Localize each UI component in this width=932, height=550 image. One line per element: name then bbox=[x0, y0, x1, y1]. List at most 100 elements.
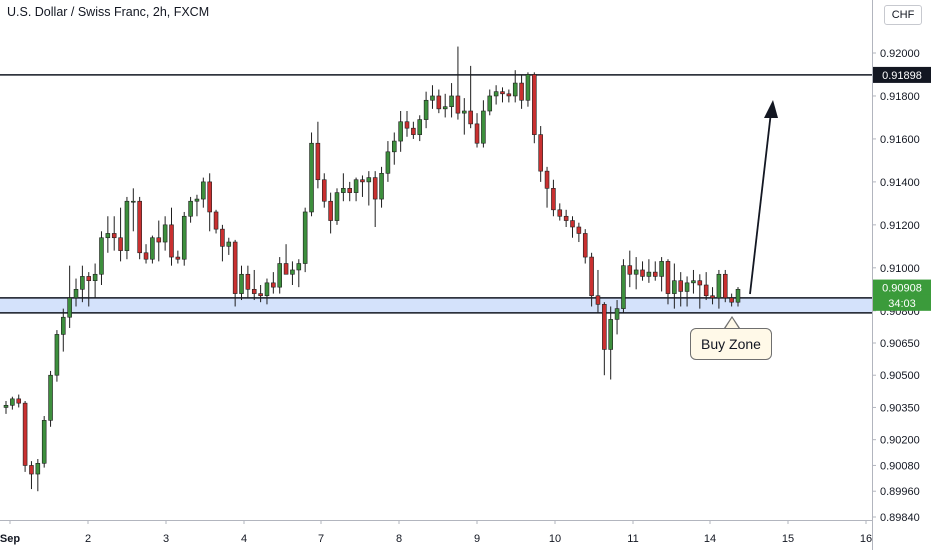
candle-body bbox=[181, 215, 187, 260]
x-tick-label: Sep bbox=[0, 533, 20, 545]
candle-body bbox=[29, 465, 34, 475]
bearish-candle bbox=[627, 250, 633, 288]
buy-zone-pointer bbox=[724, 316, 740, 329]
candle-body bbox=[226, 241, 232, 247]
candle-body bbox=[194, 198, 200, 202]
bullish-candle bbox=[684, 276, 690, 307]
candle-body bbox=[589, 256, 594, 297]
bullish-candle bbox=[398, 111, 403, 152]
candle-body bbox=[328, 200, 333, 221]
candle-body bbox=[73, 288, 79, 299]
candle-body bbox=[334, 192, 340, 221]
candle-body bbox=[379, 172, 384, 200]
y-tick-label: 0.91600 bbox=[880, 134, 920, 146]
y-tick-label: 0.90080 bbox=[880, 460, 920, 472]
price-tag: 0.91898 bbox=[873, 66, 931, 83]
candle-body bbox=[417, 119, 423, 135]
candle-body bbox=[3, 404, 9, 408]
candle-body bbox=[411, 127, 416, 135]
candle-body bbox=[481, 110, 486, 144]
bearish-candle bbox=[602, 302, 607, 376]
bullish-candle bbox=[277, 257, 282, 294]
candle-body bbox=[137, 200, 142, 254]
candle-body bbox=[449, 95, 454, 108]
bearish-candle bbox=[220, 224, 225, 262]
currency-button[interactable]: CHF bbox=[884, 5, 922, 25]
bearish-candle bbox=[506, 89, 512, 103]
candle-body bbox=[92, 273, 98, 282]
bearish-candle bbox=[640, 261, 645, 281]
bullish-candle bbox=[646, 259, 652, 283]
candle-body bbox=[48, 374, 53, 421]
bullish-candle bbox=[366, 171, 372, 206]
bearish-candle bbox=[570, 216, 575, 238]
bearish-candle bbox=[360, 175, 365, 197]
bearish-candle bbox=[500, 87, 505, 103]
candle-body bbox=[366, 177, 372, 183]
candle-body bbox=[710, 295, 715, 299]
bullish-candle bbox=[385, 141, 391, 182]
y-tick-label: 0.90650 bbox=[880, 338, 920, 350]
bullish-candle bbox=[99, 231, 104, 285]
bullish-candle bbox=[481, 100, 486, 148]
bullish-candle bbox=[462, 98, 467, 135]
price-tags: 0.91898 0.90908 34:03 bbox=[873, 66, 931, 311]
candle-body bbox=[487, 95, 493, 112]
candle-body bbox=[188, 200, 193, 217]
x-tick-label: 7 bbox=[318, 533, 324, 545]
bullish-candle bbox=[92, 263, 98, 298]
bearish-candle bbox=[697, 274, 703, 309]
candle-body bbox=[703, 284, 709, 297]
bearish-candle bbox=[213, 209, 219, 234]
candle-body bbox=[213, 211, 219, 230]
candle-body bbox=[99, 237, 104, 275]
candle-body bbox=[302, 211, 308, 264]
candle-body bbox=[347, 188, 352, 193]
candle-body bbox=[735, 288, 741, 303]
bearish-candle bbox=[347, 181, 352, 202]
candle-body bbox=[684, 282, 690, 292]
candle-body bbox=[131, 200, 136, 203]
candle-body bbox=[220, 228, 225, 247]
bearish-candle bbox=[468, 65, 473, 129]
candle-body bbox=[309, 142, 314, 213]
candle-body bbox=[283, 263, 289, 275]
bullish-candle bbox=[430, 85, 435, 109]
bearish-candle bbox=[455, 46, 461, 120]
price-tag-label: 0.90908 bbox=[882, 283, 922, 295]
candle-body bbox=[544, 170, 550, 189]
bearish-candle bbox=[258, 285, 263, 303]
chart-title: U.S. Dollar / Swiss Franc, 2h, FXCM bbox=[7, 5, 210, 19]
bullish-candle bbox=[61, 308, 66, 352]
bearish-candle bbox=[175, 250, 181, 264]
candle-body bbox=[627, 265, 633, 275]
candle-body bbox=[169, 224, 174, 258]
arrow-head bbox=[764, 100, 778, 118]
candle-body bbox=[341, 188, 346, 193]
bearish-candle bbox=[111, 216, 117, 251]
candle-body bbox=[162, 224, 168, 243]
candle-body bbox=[493, 91, 499, 97]
x-tick-label: 10 bbox=[549, 533, 561, 545]
y-tick-label: 0.91000 bbox=[880, 263, 920, 275]
bearish-candle bbox=[544, 166, 550, 208]
candle-body bbox=[576, 226, 582, 234]
bullish-candle bbox=[162, 216, 168, 251]
candle-body bbox=[232, 241, 238, 294]
candle-body bbox=[729, 297, 734, 303]
bullish-candle bbox=[290, 261, 295, 285]
bearish-candle bbox=[678, 272, 683, 307]
candle-body bbox=[290, 269, 295, 275]
candle-body bbox=[582, 233, 588, 258]
bullish-candle bbox=[334, 188, 340, 225]
bullish-candle bbox=[131, 188, 136, 232]
bullish-candle bbox=[3, 401, 9, 414]
bullish-candle bbox=[48, 370, 53, 427]
candle-body bbox=[665, 261, 671, 294]
x-tick-label: 4 bbox=[241, 533, 247, 545]
candle-body bbox=[201, 181, 206, 200]
bullish-candle bbox=[35, 459, 41, 492]
bearish-candle bbox=[404, 111, 410, 137]
